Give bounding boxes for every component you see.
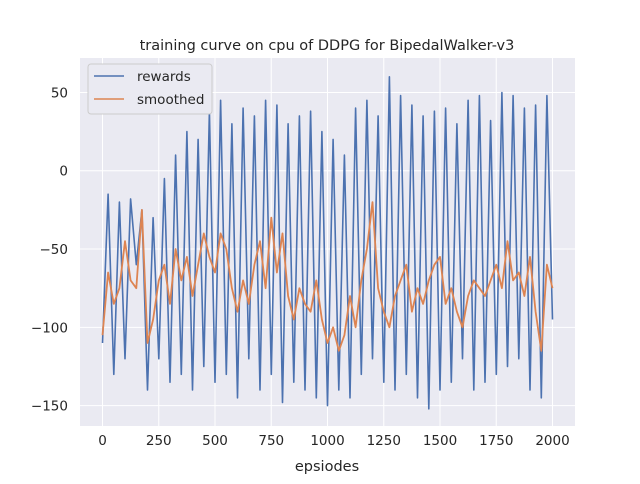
x-axis-label: epsiodes	[295, 459, 359, 475]
x-tick-label: 0	[98, 433, 107, 449]
y-tick-label: 50	[51, 85, 68, 101]
y-tick-label: 0	[59, 164, 68, 180]
x-tick-label: 1750	[479, 433, 513, 449]
legend-label-smoothed: smoothed	[137, 92, 204, 108]
legend-label-rewards: rewards	[137, 69, 191, 85]
x-tick-label: 1500	[423, 433, 457, 449]
series-layer	[101, 76, 554, 410]
legend: rewards smoothed	[87, 63, 213, 115]
x-tick-label: 1000	[310, 433, 344, 449]
y-tick-label: −50	[40, 242, 69, 258]
x-tick-labels: 0 250 500 750 1000 1250 1500 1750 2000	[98, 433, 569, 449]
y-tick-label: −100	[31, 320, 68, 336]
chart-title: training curve on cpu of DDPG for Bipeda…	[140, 38, 515, 54]
series-line-rewards	[101, 76, 554, 410]
x-tick-label: 1250	[367, 433, 401, 449]
y-tick-labels: −150 −100 −50 0 50	[31, 85, 68, 414]
x-tick-label: 250	[146, 433, 172, 449]
x-tick-label: 750	[258, 433, 284, 449]
series-line-smoothed	[101, 201, 554, 352]
x-tick-label: 500	[202, 433, 228, 449]
y-tick-label: −150	[31, 399, 68, 415]
x-tick-label: 2000	[535, 433, 569, 449]
